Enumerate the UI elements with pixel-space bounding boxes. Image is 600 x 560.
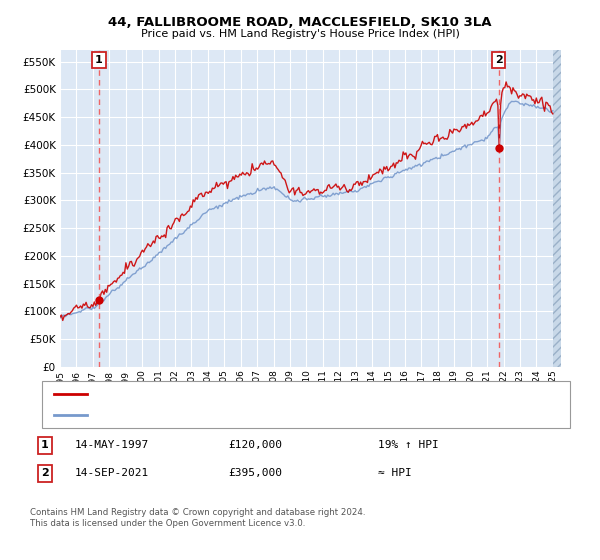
Text: 14-MAY-1997: 14-MAY-1997 bbox=[75, 440, 149, 450]
Text: HPI: Average price, detached house, Cheshire East: HPI: Average price, detached house, Ches… bbox=[93, 410, 341, 420]
Text: 14-SEP-2021: 14-SEP-2021 bbox=[75, 468, 149, 478]
Text: £395,000: £395,000 bbox=[228, 468, 282, 478]
Text: Contains HM Land Registry data © Crown copyright and database right 2024.
This d: Contains HM Land Registry data © Crown c… bbox=[30, 508, 365, 528]
Text: 44, FALLIBROOME ROAD, MACCLESFIELD, SK10 3LA: 44, FALLIBROOME ROAD, MACCLESFIELD, SK10… bbox=[108, 16, 492, 29]
Text: ≈ HPI: ≈ HPI bbox=[378, 468, 412, 478]
Polygon shape bbox=[553, 50, 561, 367]
Text: 1: 1 bbox=[41, 440, 49, 450]
Text: 44, FALLIBROOME ROAD, MACCLESFIELD, SK10 3LA (detached house): 44, FALLIBROOME ROAD, MACCLESFIELD, SK10… bbox=[93, 389, 434, 399]
Text: 1: 1 bbox=[95, 55, 103, 65]
Text: Price paid vs. HM Land Registry's House Price Index (HPI): Price paid vs. HM Land Registry's House … bbox=[140, 29, 460, 39]
Text: 2: 2 bbox=[41, 468, 49, 478]
Text: £120,000: £120,000 bbox=[228, 440, 282, 450]
Text: 19% ↑ HPI: 19% ↑ HPI bbox=[378, 440, 439, 450]
Text: 2: 2 bbox=[495, 55, 503, 65]
